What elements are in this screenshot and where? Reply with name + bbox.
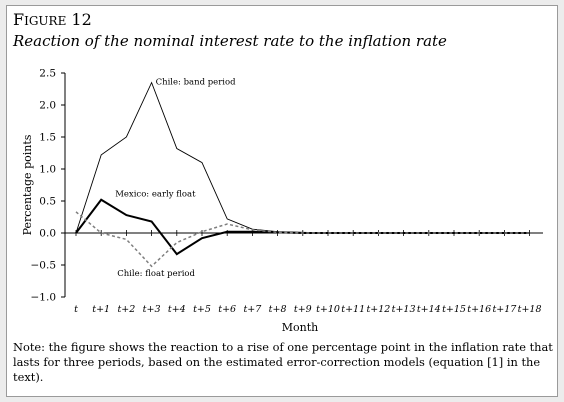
x-tick-label: t+1 <box>92 304 110 315</box>
x-tick-label: t+13 <box>392 304 416 315</box>
y-tick-label: 0.5 <box>39 196 56 208</box>
x-tick-label: t+7 <box>243 304 262 315</box>
mexico-early-float-line <box>75 198 530 256</box>
chile-band-period-label: Chile: band period <box>156 78 237 88</box>
x-tick-label: t+15 <box>442 304 466 315</box>
x-tick-label: t <box>74 304 78 315</box>
figure-note: Note: the figure shows the reaction to a… <box>13 340 553 384</box>
x-tick-label: t+4 <box>168 304 186 315</box>
y-tick-label: 0.0 <box>39 228 56 240</box>
mexico-early-float-label: Mexico: early float <box>115 190 196 200</box>
chile-float-period-label: Chile: float period <box>117 269 195 279</box>
figure-title: Reaction of the nominal interest rate to… <box>13 32 447 50</box>
x-tick-label: t+9 <box>294 304 312 315</box>
x-tick-label: t+3 <box>143 304 161 315</box>
x-tick-label: t+10 <box>316 304 340 315</box>
x-tick-label: t+18 <box>518 304 542 315</box>
y-tick-label: 2.5 <box>39 68 56 80</box>
y-tick-label: 1.5 <box>39 132 56 144</box>
x-tick-label: t+2 <box>117 304 135 315</box>
x-axis-label: Month <box>282 321 318 334</box>
x-tick-label: t+14 <box>417 304 441 315</box>
y-tick-label: −1.0 <box>31 292 57 304</box>
figure-frame <box>6 5 558 397</box>
chile-band-period-line <box>75 81 530 234</box>
y-tick-label: 1.0 <box>39 164 56 176</box>
x-tick-label: t+11 <box>341 304 365 315</box>
y-tick-label: −0.5 <box>31 260 57 272</box>
x-tick-label: t+8 <box>269 304 287 315</box>
x-tick-label: t+6 <box>218 304 236 315</box>
figure-label: FIGURE 12 <box>13 10 92 29</box>
x-tick-label: t+5 <box>193 304 211 315</box>
y-tick-label: 2.0 <box>39 100 56 112</box>
x-tick-label: t+12 <box>366 304 390 315</box>
x-tick-label: t+17 <box>492 304 517 315</box>
x-tick-label: t+16 <box>467 304 491 315</box>
y-axis-label: Percentage points <box>21 134 34 235</box>
